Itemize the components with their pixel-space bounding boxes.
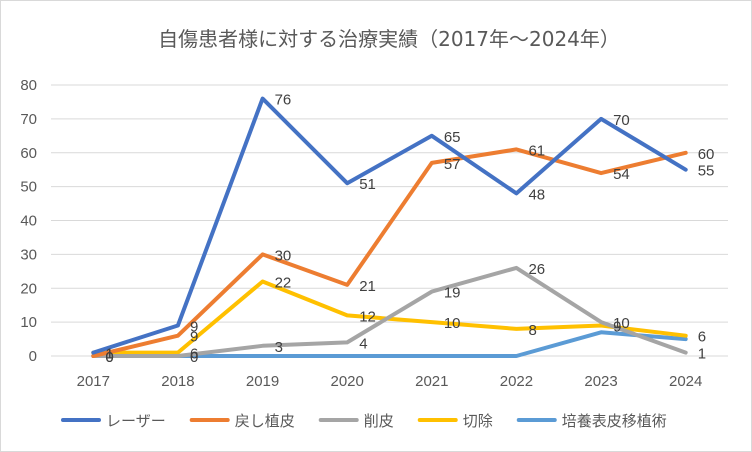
- data-label: 70: [613, 112, 630, 129]
- legend: レーザー 戻し植皮 削皮 切除 培養表皮移植術: [61, 412, 667, 430]
- legend-label: 削皮: [364, 412, 394, 430]
- x-tick-label: 2024: [669, 373, 702, 390]
- data-label: 9: [190, 319, 198, 336]
- data-label: 48: [528, 186, 545, 203]
- data-label: 9: [190, 329, 198, 346]
- data-label: 4: [359, 335, 367, 352]
- x-tick-label: 2022: [500, 373, 533, 390]
- data-label: 61: [528, 142, 545, 159]
- data-label: 12: [359, 308, 376, 325]
- x-tick-label: 2023: [584, 373, 617, 390]
- data-label: 65: [444, 129, 461, 146]
- legend-label: 培養表皮移植術: [562, 412, 667, 430]
- data-label: 10: [613, 315, 630, 332]
- y-tick-label: 10: [20, 314, 37, 331]
- legend-label: 戻し植皮: [235, 412, 295, 430]
- y-tick-label: 0: [29, 348, 37, 365]
- y-tick-label: 40: [20, 213, 37, 230]
- data-label: 1: [105, 346, 113, 363]
- data-label: 55: [698, 163, 715, 180]
- data-label: 21: [359, 278, 376, 295]
- data-label: 6: [190, 346, 198, 363]
- chart-title: 自傷患者様に対する治療実績（2017年～2024年）: [158, 27, 620, 51]
- y-tick-label: 20: [20, 280, 37, 297]
- y-tick-label: 30: [20, 246, 37, 263]
- y-tick-label: 60: [20, 145, 37, 162]
- data-label: 0: [105, 349, 113, 366]
- data-label: 60: [698, 146, 715, 163]
- x-tick-label: 2017: [77, 373, 110, 390]
- data-label: 8: [528, 322, 536, 339]
- x-tick-label: 2020: [331, 373, 364, 390]
- data-label: 0: [105, 349, 113, 366]
- data-label: 30: [275, 247, 292, 264]
- series-line-4: [91, 330, 688, 358]
- y-tick-label: 80: [20, 77, 37, 94]
- data-label: 6: [698, 329, 706, 346]
- legend-label: 切除: [463, 412, 493, 430]
- x-tick-label: 2019: [246, 373, 279, 390]
- series-line-0: [91, 96, 688, 355]
- grid-lines: [51, 84, 728, 323]
- data-label: 3: [275, 339, 283, 356]
- data-label: 1: [698, 346, 706, 363]
- data-label: 26: [528, 261, 545, 278]
- legend-label: レーザー: [106, 412, 166, 430]
- data-label: 22: [275, 274, 292, 291]
- x-tick-label: 2021: [415, 373, 448, 390]
- x-tick-label: 2018: [161, 373, 194, 390]
- data-label: 51: [359, 176, 376, 193]
- y-tick-label: 50: [20, 179, 37, 196]
- data-label: 76: [275, 92, 292, 109]
- data-label: 9: [613, 319, 621, 336]
- series-lines: [91, 96, 688, 358]
- data-label: 19: [444, 285, 461, 302]
- data-label: 10: [444, 315, 461, 332]
- data-label: 0: [190, 349, 198, 366]
- series-line-1: [91, 147, 688, 358]
- data-label: 54: [613, 166, 630, 183]
- y-tick-label: 70: [20, 111, 37, 128]
- series-line-2: [91, 265, 688, 358]
- data-label: 57: [444, 156, 461, 173]
- data-label: 1: [105, 346, 113, 363]
